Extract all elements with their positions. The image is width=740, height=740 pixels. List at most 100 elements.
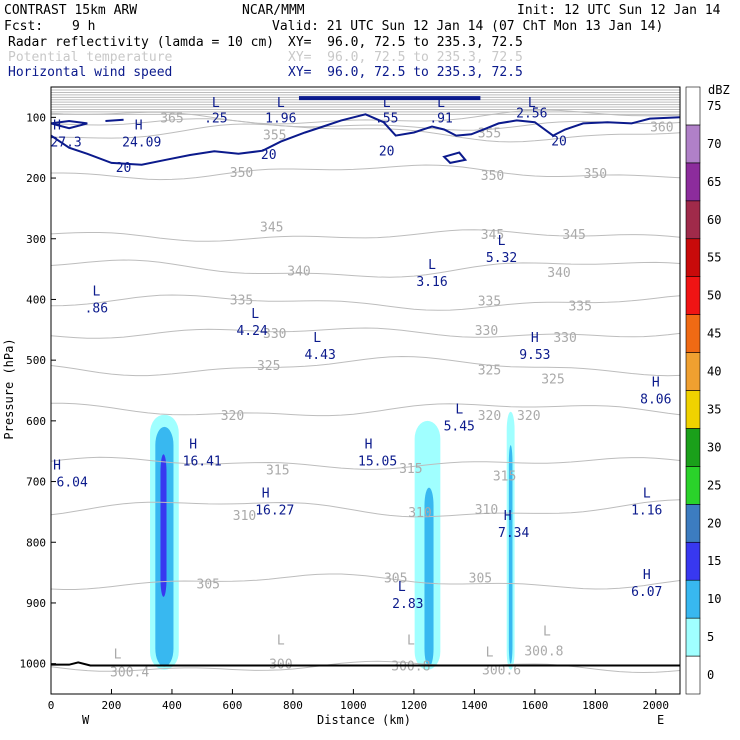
- wind-label: H: [189, 437, 197, 452]
- x-tick-label: 0: [48, 699, 55, 712]
- theta-label: 300.6: [482, 664, 521, 679]
- wind-label: .91: [429, 111, 452, 126]
- wind-label: 16.27: [255, 503, 294, 518]
- wind-label: L: [528, 96, 536, 111]
- theta-label: 305: [469, 571, 492, 586]
- theta-label: 300.8: [391, 659, 430, 674]
- y-tick-label: 800: [26, 536, 46, 549]
- y-axis-label: Pressure (hPa): [2, 338, 16, 439]
- colorbar-swatch: [685, 352, 701, 391]
- wind-label: 20: [116, 161, 132, 176]
- theta-label: L: [277, 633, 285, 648]
- colorbar-label: 25: [707, 478, 721, 492]
- theta-isentrope: [50, 327, 681, 339]
- wind-label: 27.3: [50, 136, 81, 151]
- wind-label: 2.83: [392, 597, 423, 612]
- wind-label: 20: [379, 145, 395, 160]
- wind-label: L: [398, 580, 406, 595]
- theta-isentrope: [50, 259, 681, 278]
- field-wind-xy: XY= 96.0, 72.5 to 235.3, 72.5: [288, 65, 523, 80]
- x-tick-label: 1400: [461, 699, 488, 712]
- wind-contour: [50, 119, 88, 130]
- y-tick-label: 100: [26, 111, 46, 124]
- theta-label: 365: [160, 111, 183, 126]
- theta-label: 315: [399, 462, 422, 477]
- y-tick-label: 200: [26, 172, 46, 185]
- colorbar-label: 15: [707, 554, 721, 568]
- wind-label: 1.16: [631, 503, 662, 518]
- theta-label: 335: [568, 300, 591, 315]
- theta-isentrope: [50, 355, 681, 377]
- colorbar-swatch: [685, 617, 701, 657]
- colorbar-swatch: [685, 124, 701, 164]
- wind-label: L: [383, 96, 391, 111]
- wind-contour: [50, 113, 681, 166]
- wind-label: H: [365, 437, 373, 452]
- theta-label: 360: [650, 120, 673, 135]
- wind-label: 24.09: [122, 136, 161, 151]
- wind-label: 2.56: [516, 106, 547, 121]
- theta-label: 345: [481, 228, 504, 243]
- theta-label: 310: [408, 506, 431, 521]
- theta-label: 325: [541, 372, 564, 387]
- colorbar-swatch: [685, 428, 701, 467]
- reflectivity-layer: [150, 411, 515, 670]
- theta-label: 315: [493, 469, 516, 484]
- theta-label: 300.4: [110, 666, 149, 681]
- colorbar-label: 30: [707, 440, 721, 454]
- colorbar-label: 40: [707, 365, 721, 379]
- field-theta-name: Potential temperature: [8, 50, 173, 65]
- theta-label: 305: [197, 578, 220, 593]
- colorbar-label: 50: [707, 289, 721, 303]
- colorbar-label: 70: [707, 137, 721, 151]
- wind-label: L: [212, 96, 220, 111]
- theta-isentrope: [50, 402, 681, 417]
- terrain-line: [51, 661, 680, 667]
- theta-label: 310: [233, 509, 256, 524]
- theta-label: 345: [260, 221, 283, 236]
- theta-isentrope: [50, 229, 681, 242]
- colorbar-swatch: [685, 200, 701, 240]
- valid-time: Valid: 21 UTC Sun 12 Jan 14 (07 ChT Mon …: [272, 19, 664, 34]
- wind-label: 3.16: [416, 275, 447, 290]
- y-tick-label: 300: [26, 233, 46, 246]
- wind-label: H: [262, 486, 270, 501]
- colorbar-swatch: [685, 655, 701, 695]
- plot-frame: [50, 86, 681, 695]
- wind-label: L: [455, 403, 463, 418]
- colorbar-label: 65: [707, 175, 721, 189]
- reflectivity-cell: [424, 487, 434, 667]
- x-end-left: W: [82, 713, 90, 727]
- colorbar-swatch: [685, 238, 701, 277]
- theta-label: 310: [475, 503, 498, 518]
- theta-label: L: [407, 633, 415, 648]
- x-end-right: E: [657, 713, 664, 727]
- wind-label: L: [313, 331, 321, 346]
- colorbar-label: 20: [707, 516, 721, 530]
- field-theta-xy: XY= 96.0, 72.5 to 235.3, 72.5: [288, 50, 523, 65]
- init-time: Init: 12 UTC Sun 12 Jan 14: [517, 3, 721, 18]
- theta-label: 340: [547, 266, 570, 281]
- colorbar-label: 0: [707, 668, 714, 682]
- axes-layer: 0 200 400 600 800 1000 1200 1400 1600 1800 2000 100…: [20, 111, 670, 712]
- colorbar-swatch: [685, 579, 701, 619]
- wind-label: 7.34: [498, 526, 529, 541]
- reflectivity-cell: [508, 445, 513, 664]
- wind-label: 15.05: [358, 454, 397, 469]
- colorbar-label: 5: [707, 630, 714, 644]
- theta-label: 325: [478, 363, 501, 378]
- colorbar-label: 55: [707, 251, 721, 265]
- theta-label: 325: [257, 359, 280, 374]
- y-tick-label: 500: [26, 354, 46, 367]
- wind-label: 4.43: [304, 348, 335, 363]
- x-tick-label: 800: [283, 699, 303, 712]
- colorbar-swatch: [685, 162, 701, 202]
- fcst-value: 9 h: [72, 19, 96, 34]
- x-tick-label: 1200: [401, 699, 428, 712]
- wind-label: L: [277, 96, 285, 111]
- wind-label: L: [643, 486, 651, 501]
- colorbar-unit: dBZ: [708, 83, 730, 97]
- wind-label: H: [652, 375, 660, 390]
